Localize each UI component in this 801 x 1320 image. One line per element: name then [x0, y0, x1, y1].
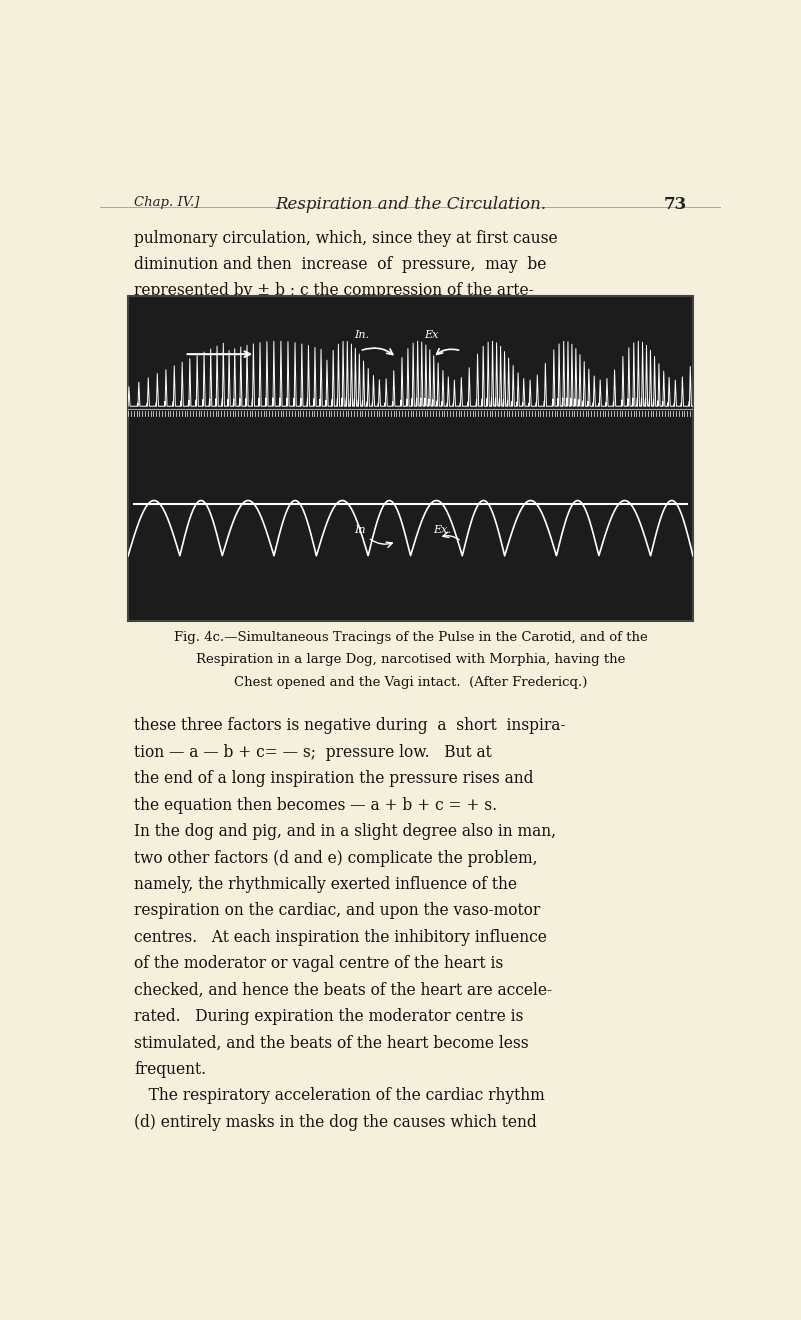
Text: respiration on the cardiac, and upon the vaso-motor: respiration on the cardiac, and upon the… — [135, 903, 541, 920]
Text: ries and viscera of  the abdomen on the descent of the: ries and viscera of the abdomen on the d… — [135, 309, 558, 326]
Text: Respiration and the Circulation.: Respiration and the Circulation. — [275, 195, 546, 213]
Text: checked, and hence the beats of the heart are accele-: checked, and hence the beats of the hear… — [135, 982, 553, 999]
Text: stimulated, and the beats of the heart become less: stimulated, and the beats of the heart b… — [135, 1035, 529, 1052]
Text: Chap. IV.]: Chap. IV.] — [135, 195, 199, 209]
Text: frequent.: frequent. — [135, 1061, 207, 1078]
Text: In the dog and pig, and in a slight degree also in man,: In the dog and pig, and in a slight degr… — [135, 824, 556, 840]
Text: Chest opened and the Vagi intact.  (After Fredericq.): Chest opened and the Vagi intact. (After… — [234, 676, 587, 689]
Text: (d) entirely masks in the dog the causes which tend: (d) entirely masks in the dog the causes… — [135, 1114, 537, 1131]
Text: The respiratory acceleration of the cardiac rhythm: The respiratory acceleration of the card… — [135, 1088, 545, 1105]
Text: namely, the rhythmically exerted influence of the: namely, the rhythmically exerted influen… — [135, 876, 517, 892]
Text: Ex: Ex — [425, 330, 439, 339]
Text: diminution and then  increase  of  pressure,  may  be: diminution and then increase of pressure… — [135, 256, 546, 273]
Text: 73: 73 — [663, 195, 686, 213]
Text: centres.   At each inspiration the inhibitory influence: centres. At each inspiration the inhibit… — [135, 929, 547, 946]
Text: these three factors is negative during  a  short  inspira-: these three factors is negative during a… — [135, 718, 566, 734]
Text: In.: In. — [354, 330, 369, 339]
Text: pulmonary circulation, which, since they at first cause: pulmonary circulation, which, since they… — [135, 230, 557, 247]
Text: In: In — [354, 525, 365, 535]
Text: during inspiration, and is therefore + c.   The sum of: during inspiration, and is therefore + c… — [135, 362, 546, 379]
Text: Fig. 4c.—Simultaneous Tracings of the Pulse in the Carotid, and of the: Fig. 4c.—Simultaneous Tracings of the Pu… — [174, 631, 647, 644]
Text: the end of a long inspiration the pressure rises and: the end of a long inspiration the pressu… — [135, 771, 533, 787]
Text: rated.   During expiration the moderator centre is: rated. During expiration the moderator c… — [135, 1008, 524, 1026]
Text: the equation then becomes — a + b + c = + s.: the equation then becomes — a + b + c = … — [135, 797, 497, 813]
Text: tion — a — b + c= — s;  pressure low.   But at: tion — a — b + c= — s; pressure low. But… — [135, 744, 492, 760]
Text: Respiration in a large Dog, narcotised with Morphia, having the: Respiration in a large Dog, narcotised w… — [195, 653, 626, 667]
Text: Ex.: Ex. — [433, 525, 451, 535]
Text: two other factors (d and e) complicate the problem,: two other factors (d and e) complicate t… — [135, 850, 537, 866]
Text: represented by ± b ; c the compression of the arte-: represented by ± b ; c the compression o… — [135, 282, 534, 300]
Bar — [128, 296, 693, 620]
Text: of the moderator or vagal centre of the heart is: of the moderator or vagal centre of the … — [135, 956, 504, 973]
Text: diaphragm,  which   tends  to  increase  the  pressure: diaphragm, which tends to increase the p… — [135, 335, 552, 352]
